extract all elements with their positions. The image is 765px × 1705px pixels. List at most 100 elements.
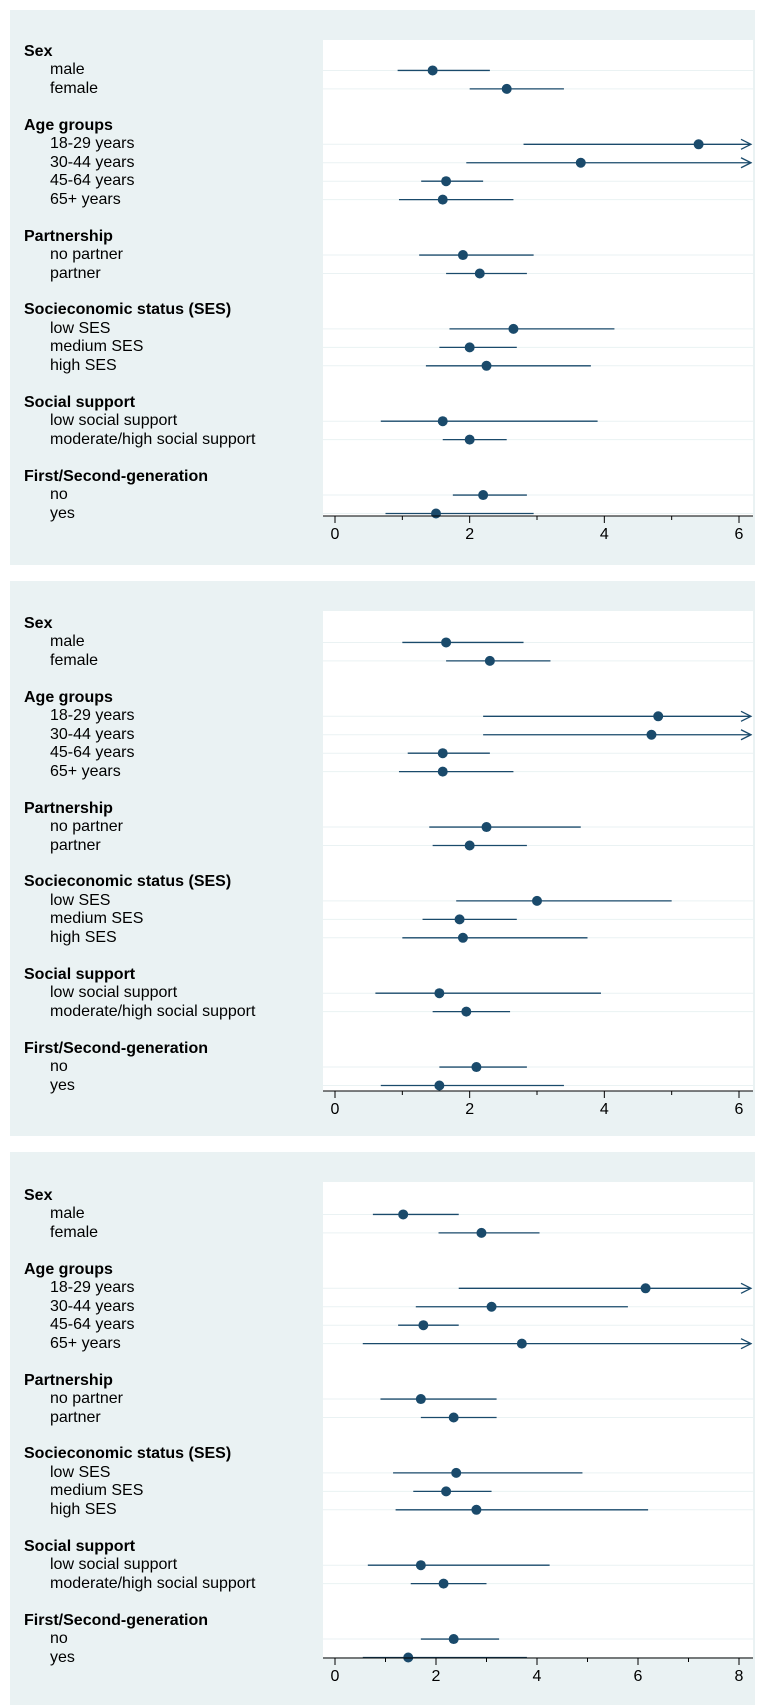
group-label: Sex [24, 615, 53, 632]
estimate-point [437, 416, 448, 427]
x-tick-label: 2 [465, 526, 474, 543]
item-label: medium SES [50, 338, 144, 356]
estimate-point [454, 914, 465, 925]
item-label: no [50, 486, 68, 504]
item-label: female [50, 651, 99, 669]
x-tick-label: 0 [331, 1101, 340, 1118]
estimate-point [464, 434, 475, 445]
estimate-point [640, 1283, 651, 1294]
item-label: low social support [50, 412, 178, 430]
estimate-point [464, 342, 475, 353]
estimate-point [508, 323, 519, 334]
item-label: medium SES [50, 910, 144, 928]
x-tick-label: 6 [735, 526, 744, 543]
item-label: low SES [50, 891, 111, 909]
estimate-point [457, 250, 468, 261]
chart-panel-1: 0 2 4 6 Sex male female Age groups 18-29 years 30… [10, 10, 755, 565]
item-label: high SES [50, 928, 117, 946]
item-label: female [50, 1223, 99, 1241]
item-label: moderate/high social support [50, 1002, 256, 1020]
chart-panel-3: 0 2 4 6 8 Sex male female Age groups 18-29 years 3… [10, 1152, 755, 1705]
item-label: no partner [50, 246, 123, 264]
plot-area [323, 1182, 753, 1658]
x-tick-label: 0 [331, 526, 340, 543]
item-label: 65+ years [50, 1334, 121, 1352]
group-label: Sex [24, 43, 53, 60]
estimate-point [437, 748, 448, 759]
estimate-point [653, 711, 664, 722]
estimate-point [484, 655, 495, 666]
item-label: partner [50, 264, 101, 282]
item-label: 45-64 years [50, 172, 135, 190]
group-label: First/Second-generation [24, 1611, 209, 1629]
plot-area [323, 611, 753, 1091]
estimate-point [575, 157, 586, 168]
estimate-point [431, 508, 441, 519]
group-label: Socieconomic status (SES) [24, 301, 232, 319]
item-label: low SES [50, 319, 111, 337]
item-label: partner [50, 836, 101, 854]
group-label: Age groups [24, 688, 113, 706]
group-label: Age groups [24, 1260, 113, 1278]
estimate-point [471, 1504, 482, 1515]
item-label: 65+ years [50, 190, 121, 208]
estimate-point [448, 1412, 459, 1423]
item-label: 18-29 years [50, 707, 135, 725]
group-label: Socieconomic status (SES) [24, 1445, 232, 1463]
item-label: high SES [50, 356, 117, 374]
item-label: low social support [50, 1556, 178, 1574]
x-tick-label: 4 [533, 1668, 542, 1685]
item-label: no partner [50, 1390, 123, 1408]
item-label: no [50, 1630, 68, 1648]
group-label: Partnership [24, 1371, 113, 1389]
estimate-point [418, 1320, 429, 1331]
forest-plot-svg: 0 2 4 6 [323, 65, 753, 543]
item-label: male [50, 1205, 85, 1223]
x-tick-label: 2 [432, 1668, 441, 1685]
estimate-point [464, 840, 475, 851]
estimate-point [471, 1062, 482, 1073]
item-label: 18-29 years [50, 135, 135, 153]
item-label: yes [50, 1648, 75, 1666]
item-label: 45-64 years [50, 744, 135, 762]
estimate-point [481, 822, 492, 833]
x-tick-label: 6 [634, 1668, 643, 1685]
item-label: female [50, 79, 99, 97]
estimate-point [434, 988, 445, 999]
estimate-point [461, 1006, 472, 1017]
estimate-point [437, 194, 448, 205]
group-label: Sex [24, 1187, 53, 1204]
item-label: 30-44 years [50, 153, 135, 171]
x-tick-label: 8 [735, 1668, 744, 1685]
item-label: low social support [50, 984, 178, 1002]
item-label: 30-44 years [50, 1297, 135, 1315]
group-label: Partnership [24, 799, 113, 817]
group-label: Age groups [24, 116, 113, 134]
group-label: Social support [24, 393, 136, 411]
estimate-point [451, 1467, 462, 1478]
group-label: Socieconomic status (SES) [24, 873, 232, 891]
item-label: male [50, 61, 85, 79]
forest-plot-svg: 0 2 4 6 [323, 637, 753, 1118]
x-tick-label: 4 [600, 526, 609, 543]
estimate-point [448, 1634, 459, 1645]
group-label: First/Second-generation [24, 1039, 209, 1057]
x-tick-label: 2 [465, 1101, 474, 1118]
estimate-point [532, 895, 542, 906]
group-label: Social support [24, 965, 136, 983]
item-label: no partner [50, 818, 123, 836]
estimate-point [501, 83, 512, 94]
plot-area [323, 40, 753, 516]
estimate-point [481, 360, 492, 371]
item-label: 30-44 years [50, 725, 135, 743]
item-label: moderate/high social support [50, 430, 256, 448]
estimate-point [486, 1301, 497, 1312]
estimate-point [438, 1578, 449, 1589]
estimate-point [693, 139, 704, 150]
item-label: yes [50, 504, 75, 522]
item-label: no [50, 1058, 68, 1076]
group-label: First/Second-generation [24, 467, 209, 485]
item-label: 18-29 years [50, 1279, 135, 1297]
estimate-point [516, 1338, 527, 1349]
estimate-point [646, 729, 657, 740]
